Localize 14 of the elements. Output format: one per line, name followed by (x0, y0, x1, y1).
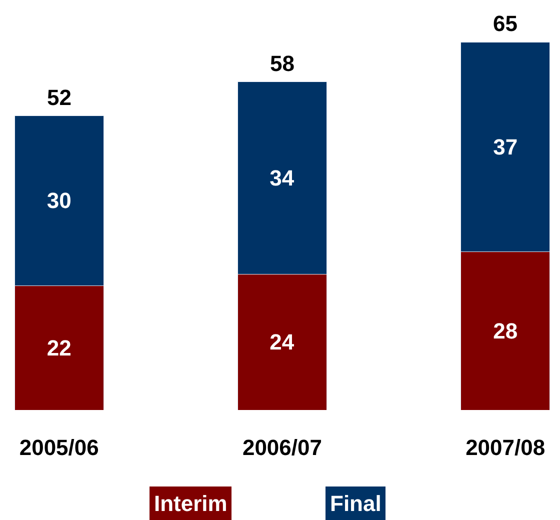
x-tick-label: 2005/06 (19, 435, 99, 460)
total-label: 58 (270, 51, 294, 76)
x-tick-label: 2007/08 (466, 435, 546, 460)
data-label: 34 (270, 166, 295, 191)
data-label: 22 (46, 335, 72, 360)
total-label: 65 (493, 11, 518, 36)
data-label: 30 (46, 188, 72, 214)
total-label: 52 (47, 85, 72, 110)
data-label: 28 (493, 318, 518, 344)
x-tick-label: 2006/07 (242, 435, 322, 460)
data-label: 24 (270, 330, 295, 355)
text: Final (330, 491, 382, 516)
data-label: 37 (493, 134, 518, 160)
text: Interim (154, 491, 228, 516)
